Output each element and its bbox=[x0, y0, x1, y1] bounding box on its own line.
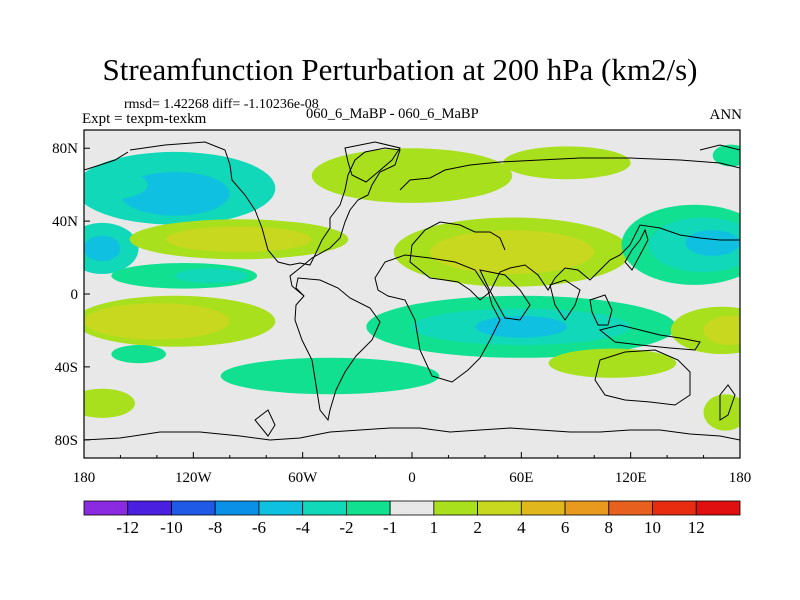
colorbar-swatch bbox=[128, 501, 172, 515]
contour-blob-6 bbox=[175, 269, 248, 284]
map-chart: 180 120W 60W 0 60E 120E 180 80N40N040S80S -12-… bbox=[0, 0, 800, 600]
colorbar-label: 2 bbox=[473, 518, 482, 537]
contour-blob-2 bbox=[75, 170, 148, 199]
colorbar-label: -4 bbox=[296, 518, 311, 537]
y-tick-label: 40S bbox=[55, 360, 78, 376]
colorbar-swatch bbox=[390, 501, 434, 515]
colorbar-label: -1 bbox=[383, 518, 397, 537]
x-tick-label: 180 bbox=[729, 470, 752, 486]
contour-blob-28 bbox=[704, 394, 748, 430]
colorbar-swatch bbox=[259, 501, 303, 515]
contour-blob-11 bbox=[111, 345, 166, 363]
contour-blob-12 bbox=[221, 358, 440, 394]
contour-blob-10 bbox=[84, 303, 230, 339]
colorbar-label: -8 bbox=[208, 518, 222, 537]
colorbar-label: -12 bbox=[116, 518, 139, 537]
colorbar: -12 -10 -8 -6 -4 -2 -1 1 2 4 6 8 10 12 bbox=[84, 501, 740, 537]
y-tick-label: 40N bbox=[52, 214, 78, 230]
contour-blob-20 bbox=[476, 316, 567, 338]
contour-blob-21 bbox=[549, 349, 677, 378]
colorbar-swatch bbox=[215, 501, 259, 515]
colorbar-label: 6 bbox=[561, 518, 570, 537]
colorbar-label: 12 bbox=[688, 518, 705, 537]
y-tick-label: 0 bbox=[71, 287, 79, 303]
colorbar-swatch bbox=[696, 501, 740, 515]
contour-blob-24 bbox=[685, 230, 740, 256]
colorbar-swatch bbox=[84, 501, 128, 515]
colorbar-swatch bbox=[653, 501, 697, 515]
colorbar-swatch bbox=[521, 501, 565, 515]
colorbar-label: -6 bbox=[252, 518, 266, 537]
y-tick-label: 80S bbox=[55, 433, 78, 449]
contour-blob-13 bbox=[69, 389, 135, 418]
contour-blob-4 bbox=[84, 236, 120, 262]
colorbar-swatch bbox=[478, 501, 522, 515]
colorbar-swatch bbox=[609, 501, 653, 515]
colorbar-label: -2 bbox=[339, 518, 353, 537]
contour-blob-26 bbox=[704, 316, 759, 345]
x-tick-label: 120W bbox=[175, 470, 213, 486]
x-tick-label: 60W bbox=[288, 470, 318, 486]
colorbar-swatch bbox=[303, 501, 347, 515]
x-tick-label: 180 bbox=[73, 470, 96, 486]
colorbar-swatch bbox=[346, 501, 390, 515]
colorbar-swatch bbox=[171, 501, 215, 515]
colorbar-label: 10 bbox=[644, 518, 661, 537]
colorbar-swatch bbox=[434, 501, 478, 515]
colorbar-label: 1 bbox=[430, 518, 439, 537]
x-tick-label: 0 bbox=[408, 470, 416, 486]
y-tick-label: 80N bbox=[52, 141, 78, 157]
x-tick-label: 120E bbox=[615, 470, 647, 486]
contour-blob-8 bbox=[166, 227, 312, 253]
colorbar-label: 8 bbox=[605, 518, 614, 537]
colorbar-swatch bbox=[565, 501, 609, 515]
contour-blob-17 bbox=[503, 146, 631, 179]
colorbar-label: -10 bbox=[160, 518, 183, 537]
colorbar-label: 4 bbox=[517, 518, 526, 537]
contour-blob-14 bbox=[312, 148, 512, 203]
x-tick-label: 60E bbox=[509, 470, 533, 486]
